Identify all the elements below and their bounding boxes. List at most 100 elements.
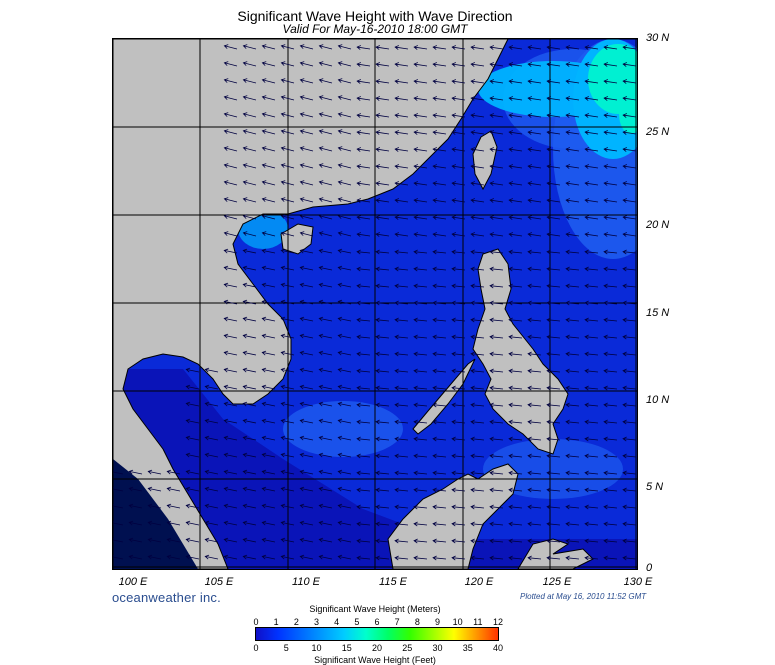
legend-feet-tick: 20 xyxy=(371,643,383,653)
wave-arrow xyxy=(413,470,428,476)
wave-arrow xyxy=(223,520,238,526)
wave-arrow xyxy=(413,147,428,152)
wave-arrow xyxy=(489,215,504,220)
wave-arrow xyxy=(489,419,504,425)
wave-arrow xyxy=(242,180,257,186)
wave-arrow xyxy=(299,554,314,560)
wave-arrow xyxy=(565,79,580,84)
wave-arrow xyxy=(242,163,257,169)
wave-arrow xyxy=(204,435,219,441)
wave-arrow xyxy=(337,333,352,339)
wave-arrow xyxy=(337,197,352,203)
wave-arrow xyxy=(413,487,428,493)
wave-arrow xyxy=(128,469,143,475)
legend-feet-tick: 5 xyxy=(283,643,289,653)
wave-arrow xyxy=(318,384,333,390)
wave-arrow xyxy=(223,333,238,339)
wave-arrow xyxy=(622,453,637,459)
wave-arrow xyxy=(470,317,485,323)
wave-arrow xyxy=(508,130,523,135)
wave-arrow xyxy=(242,316,257,322)
wave-arrow xyxy=(280,129,295,135)
wave-arrow xyxy=(185,520,200,526)
wave-arrow xyxy=(432,436,447,442)
wave-arrow xyxy=(261,299,276,305)
wave-arrow xyxy=(299,95,314,101)
wave-arrow xyxy=(242,486,257,492)
wave-arrow xyxy=(356,96,371,101)
wave-arrow xyxy=(432,164,447,169)
wave-arrow xyxy=(489,504,504,510)
wave-arrow xyxy=(394,249,409,255)
wave-arrow xyxy=(280,350,295,356)
wave-arrow xyxy=(489,521,504,527)
wave-arrow xyxy=(584,300,599,306)
legend-meter-tick: 3 xyxy=(313,617,320,627)
wave-arrow xyxy=(375,385,390,391)
wave-arrow xyxy=(375,79,390,84)
wave-arrow xyxy=(337,61,352,67)
legend-meter-tick: 8 xyxy=(414,617,420,627)
wave-arrow xyxy=(489,334,504,340)
wave-arrow xyxy=(242,350,257,356)
wave-arrow xyxy=(432,419,447,425)
wave-arrow xyxy=(451,470,466,476)
wave-arrow xyxy=(565,266,580,272)
wave-arrow xyxy=(546,164,561,169)
wave-arrow xyxy=(318,418,333,424)
wave-arrow xyxy=(337,112,352,118)
wave-arrow xyxy=(527,385,542,391)
wave-arrow xyxy=(280,44,295,50)
wave-arrow xyxy=(603,266,618,272)
wave-arrow xyxy=(432,147,447,152)
wave-arrow xyxy=(413,283,428,289)
wave-arrow xyxy=(223,129,238,135)
wave-arrow xyxy=(527,453,542,459)
wave-arrow xyxy=(432,300,447,306)
wave-arrow xyxy=(261,452,276,458)
wave-arrow xyxy=(451,317,466,323)
wave-arrow xyxy=(261,350,276,356)
wave-arrow xyxy=(470,249,485,255)
wave-arrow xyxy=(356,62,371,67)
wave-arrow xyxy=(622,419,637,425)
wave-arrow xyxy=(223,265,238,271)
wave-arrow xyxy=(261,129,276,135)
wave-arrow xyxy=(261,401,276,407)
wave-arrow xyxy=(261,367,276,373)
wave-arrow xyxy=(261,316,276,322)
wave-arrow xyxy=(470,334,485,340)
wave-arrow xyxy=(565,130,580,135)
wave-arrow xyxy=(489,62,504,67)
wave-arrow xyxy=(622,249,637,255)
wave-arrow xyxy=(565,164,580,169)
wave-arrow xyxy=(489,181,504,186)
wave-arrow xyxy=(280,299,295,305)
wave-arrow xyxy=(527,555,542,561)
wave-arrow xyxy=(584,538,599,544)
wave-arrow xyxy=(223,163,238,169)
wave-arrow xyxy=(489,538,504,544)
wave-arrow xyxy=(261,554,276,560)
wave-arrow xyxy=(489,96,504,101)
legend-meter-tick: 10 xyxy=(452,617,463,627)
wave-arrow xyxy=(508,436,523,442)
wave-arrow xyxy=(432,470,447,476)
wave-arrow xyxy=(622,198,637,203)
wave-arrow xyxy=(375,555,390,561)
wave-arrow xyxy=(451,181,466,186)
wave-arrow xyxy=(261,384,276,390)
wave-arrow xyxy=(318,537,333,543)
wave-arrow xyxy=(375,266,390,272)
wave-arrow xyxy=(565,283,580,289)
wave-arrow xyxy=(299,44,314,50)
wave-arrow xyxy=(470,555,485,561)
wave-arrow xyxy=(584,470,599,476)
wave-arrow xyxy=(356,555,371,561)
wave-arrow xyxy=(337,146,352,152)
wave-arrow xyxy=(204,520,219,526)
wave-arrow xyxy=(546,198,561,203)
wave-arrow xyxy=(546,232,561,237)
wave-arrow xyxy=(356,283,371,289)
wave-arrow xyxy=(337,299,352,305)
